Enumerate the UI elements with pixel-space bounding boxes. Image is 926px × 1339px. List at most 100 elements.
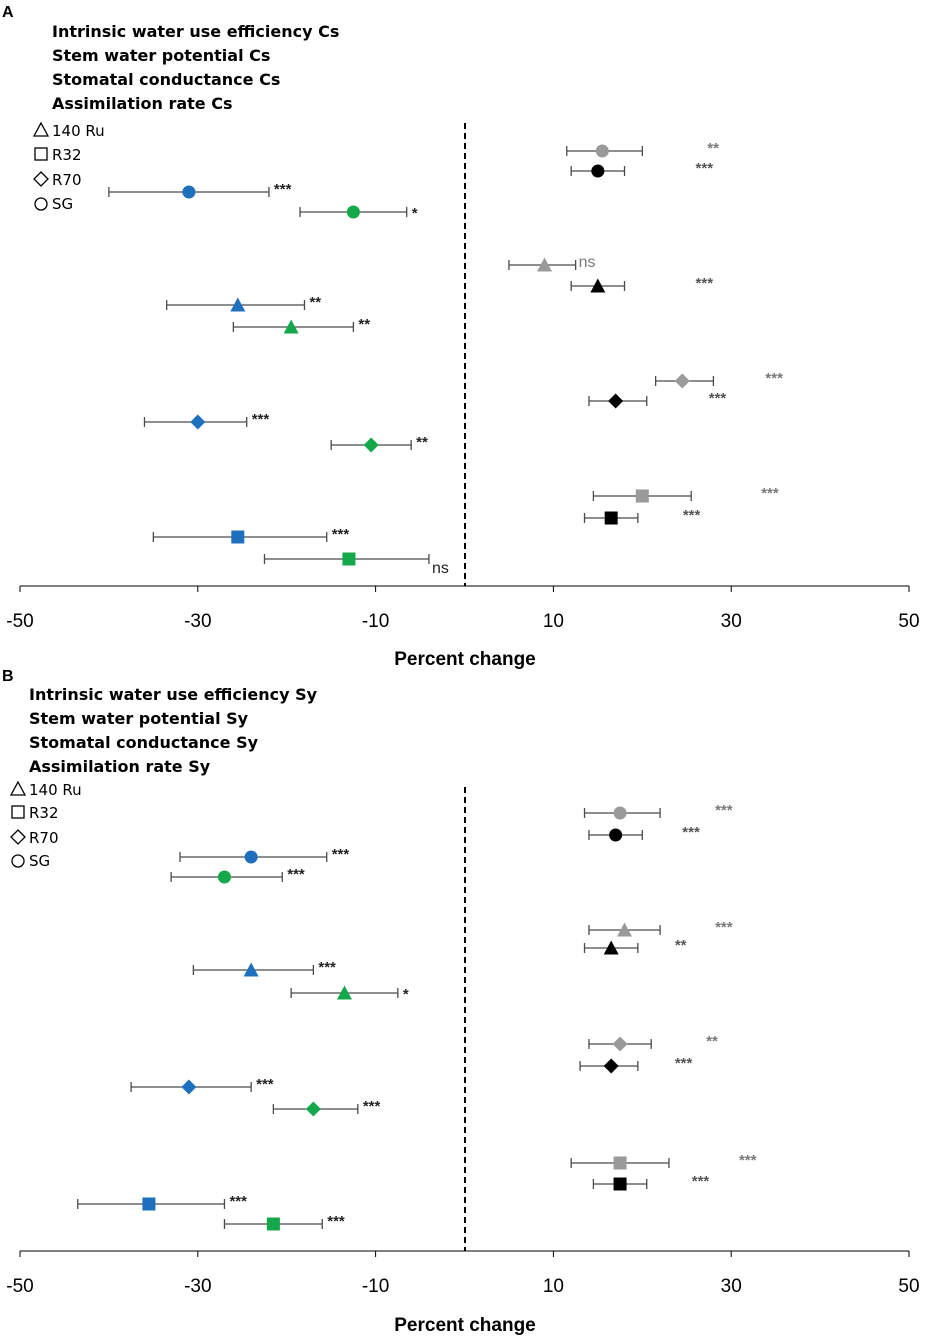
point-b-140ru-iwue [617, 922, 633, 937]
legend-shape-r70-b: R70 [29, 829, 59, 847]
point-b-r32-iwue [613, 1156, 627, 1170]
x-tick-label-b-3: 10 [543, 1276, 564, 1297]
legend-shape-sg-b: SG [29, 852, 50, 870]
legend-shapes-a: 140 Ru R32 R70 SG [32, 121, 105, 213]
x-tick-label-a-4: 30 [721, 611, 742, 632]
significance-b-140ru-gs: *** [318, 959, 336, 976]
point-a-140ru-gs [230, 297, 246, 312]
point-b-r70-swp [603, 1058, 619, 1074]
legend-shape-r32-b: R32 [29, 804, 59, 822]
significance-a-140ru-iwue: ns [579, 254, 596, 271]
significance-a-r32-an: ns [432, 560, 449, 577]
significance-a-sg-iwue: ** [707, 140, 719, 157]
point-b-r70-an [305, 1101, 321, 1117]
legend-circle-icon [34, 197, 48, 211]
x-tick-label-b-5: 50 [898, 1276, 919, 1297]
point-b-r32-swp [613, 1177, 627, 1191]
significance-b-sg-swp: *** [682, 824, 700, 841]
point-b-sg-gs [244, 850, 258, 864]
x-tick-label-a-1: -30 [184, 611, 211, 632]
legend-an-a: Assimilation rate Cs [52, 94, 232, 113]
legend-shape-140ru-a: 140 Ru [52, 122, 105, 140]
significance-a-140ru-swp: *** [696, 275, 714, 292]
legend-iwue-a: Intrinsic water use efficiency Cs [52, 22, 339, 41]
legend-gs-b: Stomatal conductance Sy [29, 733, 259, 752]
point-a-r70-an [363, 437, 379, 453]
x-tick-label-b-2: -10 [362, 1276, 389, 1297]
point-a-r32-swp [604, 511, 618, 525]
significance-a-sg-swp: *** [696, 160, 714, 177]
point-b-r32-gs [142, 1197, 156, 1211]
x-tick-label-a-2: -10 [362, 611, 389, 632]
significance-a-sg-an: * [412, 205, 418, 222]
x-axis-title-b: Percent change [394, 1315, 536, 1336]
x-tick-label-b-1: -30 [184, 1276, 211, 1297]
point-a-r70-iwue [674, 373, 690, 389]
legend-diamond-icon [10, 829, 26, 845]
significance-a-r70-iwue: *** [765, 370, 783, 387]
significance-b-r70-gs: *** [256, 1076, 274, 1093]
x-tick-label-b-0: -50 [6, 1276, 33, 1297]
significance-b-sg-iwue: *** [715, 802, 733, 819]
significance-b-140ru-an: * [403, 986, 409, 1003]
significance-a-r70-gs: *** [252, 411, 270, 428]
point-b-sg-swp [609, 828, 623, 842]
significance-b-140ru-swp: ** [675, 937, 687, 954]
legend-iwue-b: Intrinsic water use efficiency Sy [29, 685, 318, 704]
x-tick-label-a-0: -50 [6, 611, 33, 632]
legend-variables-b: Intrinsic water use efficiency Sy Stem w… [29, 685, 318, 776]
legend-triangle-icon [9, 780, 27, 796]
point-b-sg-an [217, 870, 231, 884]
x-axis-title-a: Percent change [394, 649, 536, 670]
legend-gs-a: Stomatal conductance Cs [52, 70, 280, 89]
point-a-140ru-swp [590, 278, 606, 293]
significance-b-r70-iwue: ** [706, 1033, 718, 1050]
legend-shape-r32-a: R32 [52, 146, 82, 164]
significance-b-140ru-iwue: *** [715, 919, 733, 936]
significance-b-r32-gs: *** [229, 1193, 247, 1210]
significance-a-r32-swp: *** [683, 507, 701, 524]
point-b-140ru-swp [603, 940, 619, 955]
x-tick-label-a-5: 50 [898, 611, 919, 632]
significance-b-r32-iwue: *** [739, 1152, 757, 1169]
point-b-r70-gs [181, 1079, 197, 1095]
legend-diamond-icon [33, 171, 49, 187]
x-ticks-b: -50 -30 -10 10 30 50 [6, 1251, 920, 1297]
point-a-140ru-iwue [537, 257, 553, 272]
x-tick-label-a-3: 10 [543, 611, 564, 632]
point-b-140ru-an [336, 985, 352, 1000]
point-a-r70-swp [608, 393, 624, 409]
point-a-r32-gs [231, 530, 245, 544]
point-b-r32-an [266, 1217, 280, 1231]
legend-variables-a: Intrinsic water use efficiency Cs Stem w… [52, 22, 339, 113]
legend-square-icon [11, 805, 25, 819]
point-a-r32-iwue [635, 489, 649, 503]
significance-a-140ru-an: ** [358, 316, 370, 333]
significance-a-140ru-gs: ** [309, 294, 321, 311]
data-marks-b: ****************************************… [77, 802, 757, 1231]
significance-b-sg-an: *** [287, 866, 305, 883]
significance-b-sg-gs: *** [332, 846, 350, 863]
legend-shape-sg-a: SG [52, 195, 73, 213]
legend-shapes-b: 140 Ru R32 R70 SG [9, 780, 82, 870]
significance-a-r70-swp: *** [709, 390, 727, 407]
point-a-sg-an [346, 205, 360, 219]
legend-shape-140ru-b: 140 Ru [29, 781, 82, 799]
legend-an-b: Assimilation rate Sy [29, 757, 211, 776]
x-tick-label-b-4: 30 [721, 1276, 742, 1297]
point-b-r70-iwue [612, 1036, 628, 1052]
significance-a-sg-gs: *** [274, 181, 292, 198]
point-a-sg-swp [591, 164, 605, 178]
significance-b-r32-swp: *** [692, 1173, 710, 1190]
point-a-sg-iwue [595, 144, 609, 158]
panel-a: A Intrinsic water use efficiency Cs Stem… [2, 4, 920, 670]
panel-letter-b: B [2, 668, 14, 685]
data-marks-a: *********ns***************************ns [108, 140, 783, 577]
point-a-r32-an [342, 552, 356, 566]
legend-circle-icon [11, 854, 25, 868]
point-b-sg-iwue [613, 806, 627, 820]
point-a-sg-gs [182, 185, 196, 199]
x-ticks-a: -50 -30 -10 10 30 50 [6, 586, 920, 632]
legend-square-icon [34, 147, 48, 161]
significance-b-r70-swp: *** [675, 1055, 693, 1072]
